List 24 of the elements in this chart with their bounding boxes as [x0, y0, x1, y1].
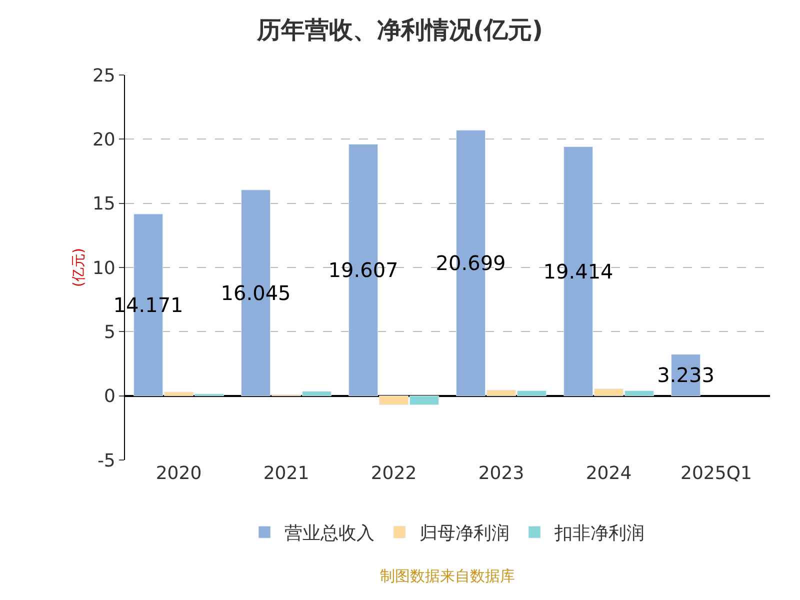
x-tick-label: 2022	[370, 463, 417, 484]
legend-label: 扣非净利润	[554, 523, 644, 544]
data-label: 19.607	[328, 258, 398, 282]
data-label: 3.233	[657, 363, 714, 388]
y-tick-label: 20	[92, 129, 116, 150]
y-tick-label: 15	[92, 194, 116, 215]
x-tick-label: 2025Q1	[680, 463, 752, 484]
x-tick-label: 2024	[586, 463, 632, 484]
legend-label: 归母净利润	[420, 523, 510, 544]
data-label: 19.414	[543, 259, 614, 284]
y-tick-label: 10	[92, 258, 116, 279]
legend-label: 营业总收入	[284, 523, 374, 544]
data-label: 20.699	[436, 251, 506, 276]
x-tick-label: 2023	[478, 463, 524, 484]
y-tick-label: -5	[97, 450, 116, 472]
y-axis-title: (亿元)	[71, 248, 88, 287]
y-tick-label: 0	[104, 386, 116, 408]
y-tick-label: 25	[92, 65, 116, 86]
chart-title: 历年营收、净利情况(亿元)	[256, 16, 543, 44]
y-tick-label: 5	[104, 322, 116, 343]
x-tick-label: 2020	[156, 463, 202, 484]
data-label: 16.045	[220, 280, 291, 305]
x-tick-label: 2021	[263, 463, 310, 484]
text: 制图数据来自数据库	[380, 567, 515, 585]
